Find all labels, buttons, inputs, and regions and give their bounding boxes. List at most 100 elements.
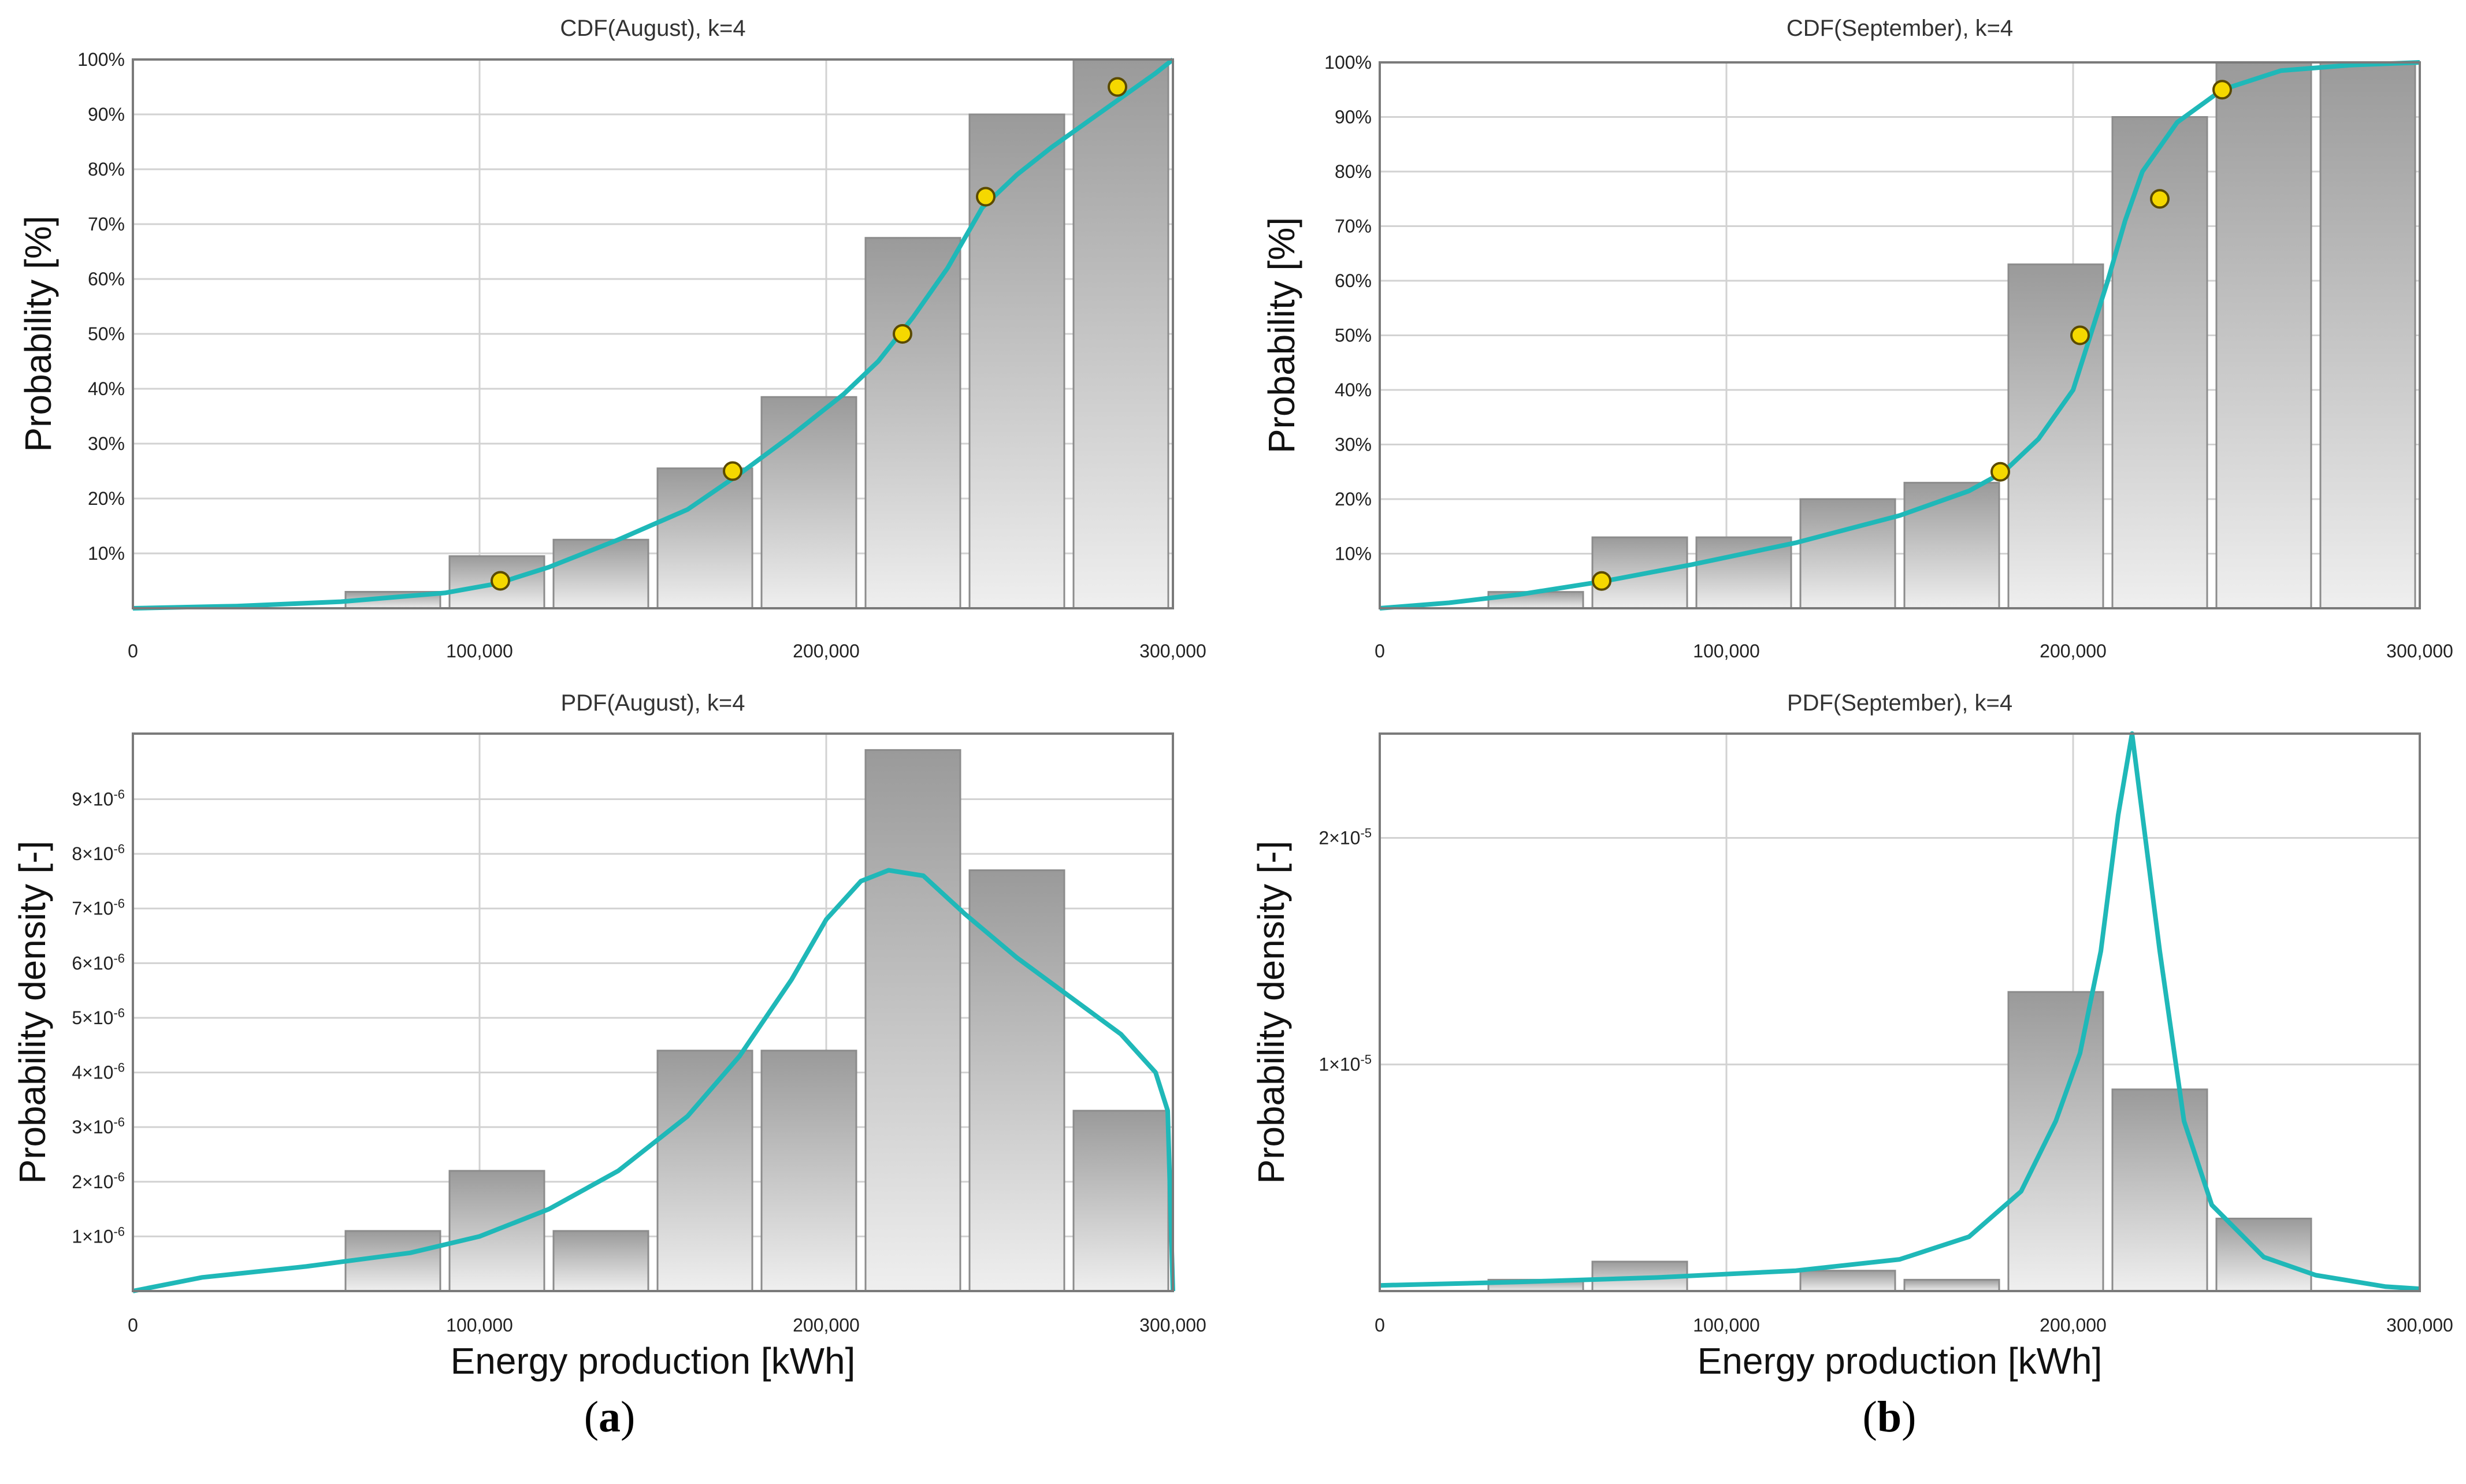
bar	[1072, 58, 1169, 609]
y-tick-exponent: -6	[113, 1170, 125, 1184]
chart-title: CDF(August), k=4	[560, 16, 745, 41]
y-tick-label: 9×10-6	[72, 787, 125, 810]
y-tick-exponent: -6	[113, 1115, 125, 1129]
bar	[760, 1050, 857, 1292]
y-tick-mantissa: 1×10	[1319, 1054, 1360, 1075]
y-tick-label: 70%	[88, 214, 125, 235]
quantile-marker	[1108, 77, 1127, 97]
y-tick-label: 3×10-6	[72, 1115, 125, 1137]
y-tick-label: 1×10-6	[72, 1224, 125, 1247]
y-tick-exponent: -6	[113, 1006, 125, 1020]
y-tick-label: 60%	[88, 269, 125, 289]
caption-b-open: (	[1862, 1393, 1877, 1441]
bar	[1072, 1110, 1169, 1292]
y-tick-mantissa: 2×10	[72, 1171, 113, 1192]
bar	[1903, 1278, 2000, 1292]
y-tick-label: 50%	[88, 323, 125, 344]
caption-a-close: )	[621, 1393, 636, 1441]
y-axis-label: Probability [%]	[17, 215, 59, 452]
y-tick-label: 6×10-6	[72, 951, 125, 973]
pdf-september-chart: PDF(September), k=4 0 100,000 200,000 300,00…	[1250, 690, 2453, 1382]
y-tick-exponent: -6	[113, 1061, 125, 1075]
x-tick-label: 200,000	[793, 641, 860, 661]
y-tick-exponent: -5	[1360, 1052, 1372, 1067]
caption-a-letter: a	[599, 1393, 621, 1441]
y-tick-label: 1×10-5	[1319, 1052, 1372, 1075]
y-tick-label: 10%	[88, 543, 125, 564]
plot-frame	[132, 58, 1174, 609]
y-tick-exponent: -5	[1360, 825, 1372, 840]
x-tick-label: 0	[128, 641, 138, 661]
plot-frame	[1379, 732, 2421, 1292]
bar	[656, 1050, 753, 1292]
bar	[1799, 498, 1896, 609]
bar	[552, 1230, 649, 1292]
y-tick-exponent: -6	[113, 951, 125, 965]
bar	[2007, 991, 2104, 1292]
x-tick-label: 300,000	[2386, 1315, 2453, 1336]
plot-frame	[1379, 61, 2421, 609]
y-tick-label: 50%	[1335, 325, 1372, 346]
x-tick-label: 200,000	[2040, 641, 2107, 661]
y-tick-label: 90%	[1335, 107, 1372, 128]
bar	[552, 538, 649, 609]
y-tick-label: 2×10-6	[72, 1170, 125, 1192]
x-tick-label: 100,000	[1693, 641, 1760, 661]
caption-a-open: (	[584, 1393, 599, 1441]
bar	[656, 467, 753, 609]
y-tick-label: 7×10-6	[72, 897, 125, 919]
y-axis-label: Probability density [-]	[12, 840, 53, 1184]
caption-b-letter: b	[1877, 1393, 1902, 1441]
x-axis-label: Energy production [kWh]	[451, 1340, 856, 1382]
bar	[760, 396, 857, 609]
y-axis-label: Probability [%]	[1261, 217, 1302, 453]
quantile-marker	[723, 461, 742, 481]
quantile-marker	[2212, 80, 2232, 100]
y-tick-exponent: -6	[113, 787, 125, 802]
plot-area	[1380, 734, 2420, 1291]
quantile-marker	[1592, 571, 1611, 591]
x-tick-label: 300,000	[1139, 641, 1206, 661]
x-tick-label: 300,000	[1139, 1315, 1206, 1336]
x-tick-label: 100,000	[1693, 1315, 1760, 1336]
x-tick-label: 200,000	[2040, 1315, 2107, 1336]
chart-title: PDF(September), k=4	[1787, 690, 2012, 716]
y-tick-label: 10%	[1335, 544, 1372, 564]
bar	[1799, 1270, 1896, 1292]
chart-title: CDF(September), k=4	[1787, 16, 2013, 41]
y-tick-label: 20%	[1335, 489, 1372, 509]
y-tick-mantissa: 6×10	[72, 953, 113, 973]
x-tick-label: 300,000	[2386, 641, 2453, 661]
y-tick-label: 2×10-5	[1319, 825, 1372, 848]
quantile-marker	[1990, 462, 2010, 482]
x-tick-label: 100,000	[446, 1315, 513, 1336]
y-tick-label: 70%	[1335, 216, 1372, 237]
fitted-curve	[132, 868, 1175, 1293]
y-tick-label: 100%	[77, 49, 125, 70]
y-tick-label: 8×10-6	[72, 842, 125, 864]
y-tick-mantissa: 2×10	[1319, 827, 1360, 848]
y-tick-exponent: -6	[113, 897, 125, 911]
bar	[968, 869, 1065, 1292]
y-tick-mantissa: 4×10	[72, 1062, 113, 1083]
x-tick-label: 0	[1375, 1315, 1385, 1336]
y-tick-mantissa: 7×10	[72, 898, 113, 919]
fitted-curve	[1379, 731, 2420, 1292]
y-tick-label: 100%	[1324, 52, 1372, 73]
plot-frame	[132, 732, 1174, 1292]
quantile-marker	[893, 324, 912, 344]
x-axis-label: Energy production [kWh]	[1698, 1340, 2103, 1382]
bar	[2215, 61, 2312, 609]
x-tick-label: 0	[128, 1315, 138, 1336]
y-tick-label: 30%	[1335, 434, 1372, 455]
y-tick-label: 60%	[1335, 270, 1372, 291]
y-tick-label: 80%	[88, 159, 125, 180]
y-tick-label: 30%	[88, 433, 125, 454]
quantile-marker	[2070, 325, 2090, 345]
y-tick-label: 40%	[1335, 380, 1372, 400]
pdf-august-chart: PDF(August), k=4 0 100,000 200,000 300,000 1×…	[12, 690, 1206, 1382]
y-tick-label: 4×10-6	[72, 1061, 125, 1083]
fitted-curve	[132, 57, 1175, 611]
y-tick-label: 40%	[88, 378, 125, 399]
